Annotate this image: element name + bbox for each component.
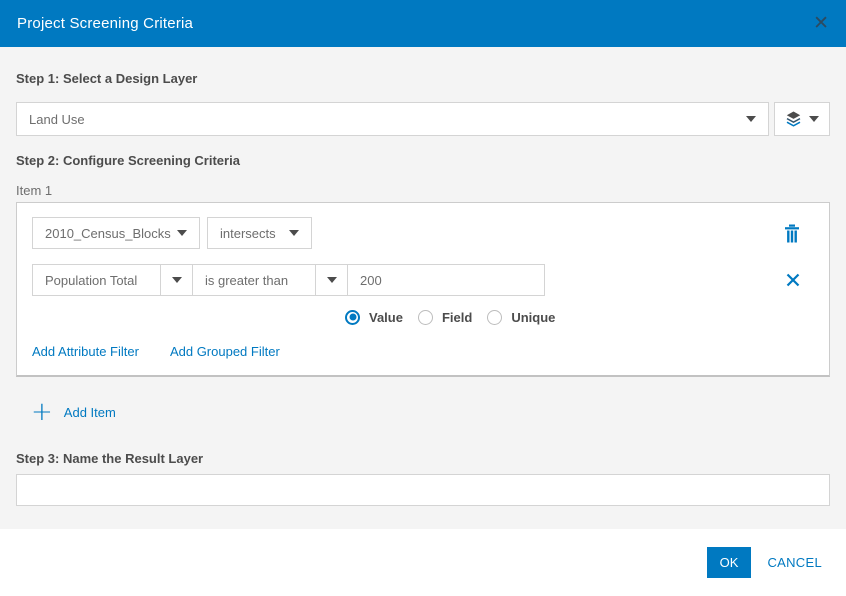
result-layer-name-input[interactable]	[16, 474, 830, 506]
dialog-header: Project Screening Criteria ✕	[0, 0, 846, 47]
screening-layer-value: 2010_Census_Blocks	[45, 225, 171, 241]
attribute-filter-row: Population Total is greater than	[32, 264, 814, 296]
spatial-operator-value: intersects	[220, 225, 276, 241]
radio-button-icon	[487, 309, 503, 325]
chevron-down-icon	[289, 230, 299, 236]
attribute-field-select-caret[interactable]	[160, 265, 192, 295]
step1-label: Step 1: Select a Design Layer	[16, 71, 198, 86]
spatial-criteria-row: 2010_Census_Blocks intersects	[32, 217, 814, 249]
chevron-down-icon	[809, 116, 819, 122]
step3-label: Step 3: Name the Result Layer	[16, 451, 204, 466]
cancel-button[interactable]: CANCEL	[767, 555, 822, 570]
add-item-label: Add Item	[63, 404, 116, 420]
radio-label: Unique	[511, 309, 556, 325]
add-attribute-filter-link[interactable]: Add Attribute Filter	[32, 344, 139, 359]
spatial-operator-select[interactable]: intersects	[207, 217, 312, 249]
screening-item-box: 2010_Census_Blocks intersects	[16, 202, 830, 377]
dialog-footer: OK CANCEL	[0, 529, 846, 596]
layer-options-button[interactable]	[774, 102, 830, 136]
add-item-button[interactable]: + Add Item	[31, 397, 116, 427]
radio-label: Value	[369, 309, 403, 325]
comparison-operator-select[interactable]: is greater than	[192, 265, 315, 295]
comparison-operator-select-caret[interactable]	[315, 265, 347, 295]
attribute-filter-group: Population Total is greater than	[32, 264, 545, 296]
design-layer-value: Land Use	[29, 111, 85, 127]
chevron-down-icon	[746, 116, 756, 122]
ok-button[interactable]: OK	[706, 547, 752, 578]
chevron-down-icon	[177, 230, 187, 236]
dialog-body: Step 1: Select a Design Layer Land Use S…	[0, 47, 846, 529]
plus-icon: +	[31, 397, 53, 427]
radio-field[interactable]: Field	[417, 309, 473, 325]
trash-icon	[785, 224, 799, 242]
value-type-radio-group: Value Field Unique	[345, 309, 814, 325]
step1-row: Land Use	[16, 102, 830, 136]
radio-unique[interactable]: Unique	[487, 309, 556, 325]
attribute-field-select[interactable]: Population Total	[45, 272, 138, 288]
radio-button-icon	[345, 309, 360, 325]
x-icon	[786, 273, 800, 287]
filter-links-row: Add Attribute Filter Add Grouped Filter	[32, 344, 814, 359]
chevron-down-icon	[171, 277, 182, 283]
delete-item-button[interactable]	[784, 224, 800, 243]
chevron-down-icon	[326, 277, 337, 283]
add-grouped-filter-link[interactable]: Add Grouped Filter	[169, 344, 280, 359]
filter-value-input[interactable]	[347, 265, 544, 295]
screening-layer-select[interactable]: 2010_Census_Blocks	[32, 217, 200, 249]
layers-icon	[786, 111, 801, 127]
dialog-title: Project Screening Criteria	[17, 15, 194, 32]
radio-button-icon	[417, 309, 433, 325]
remove-filter-button[interactable]	[786, 273, 800, 287]
radio-value[interactable]: Value	[345, 309, 403, 325]
item-label: Item 1	[16, 183, 53, 198]
close-icon[interactable]: ✕	[813, 12, 829, 34]
radio-label: Field	[441, 309, 473, 325]
design-layer-select[interactable]: Land Use	[16, 102, 769, 136]
step2-label: Step 2: Configure Screening Criteria	[16, 153, 240, 168]
